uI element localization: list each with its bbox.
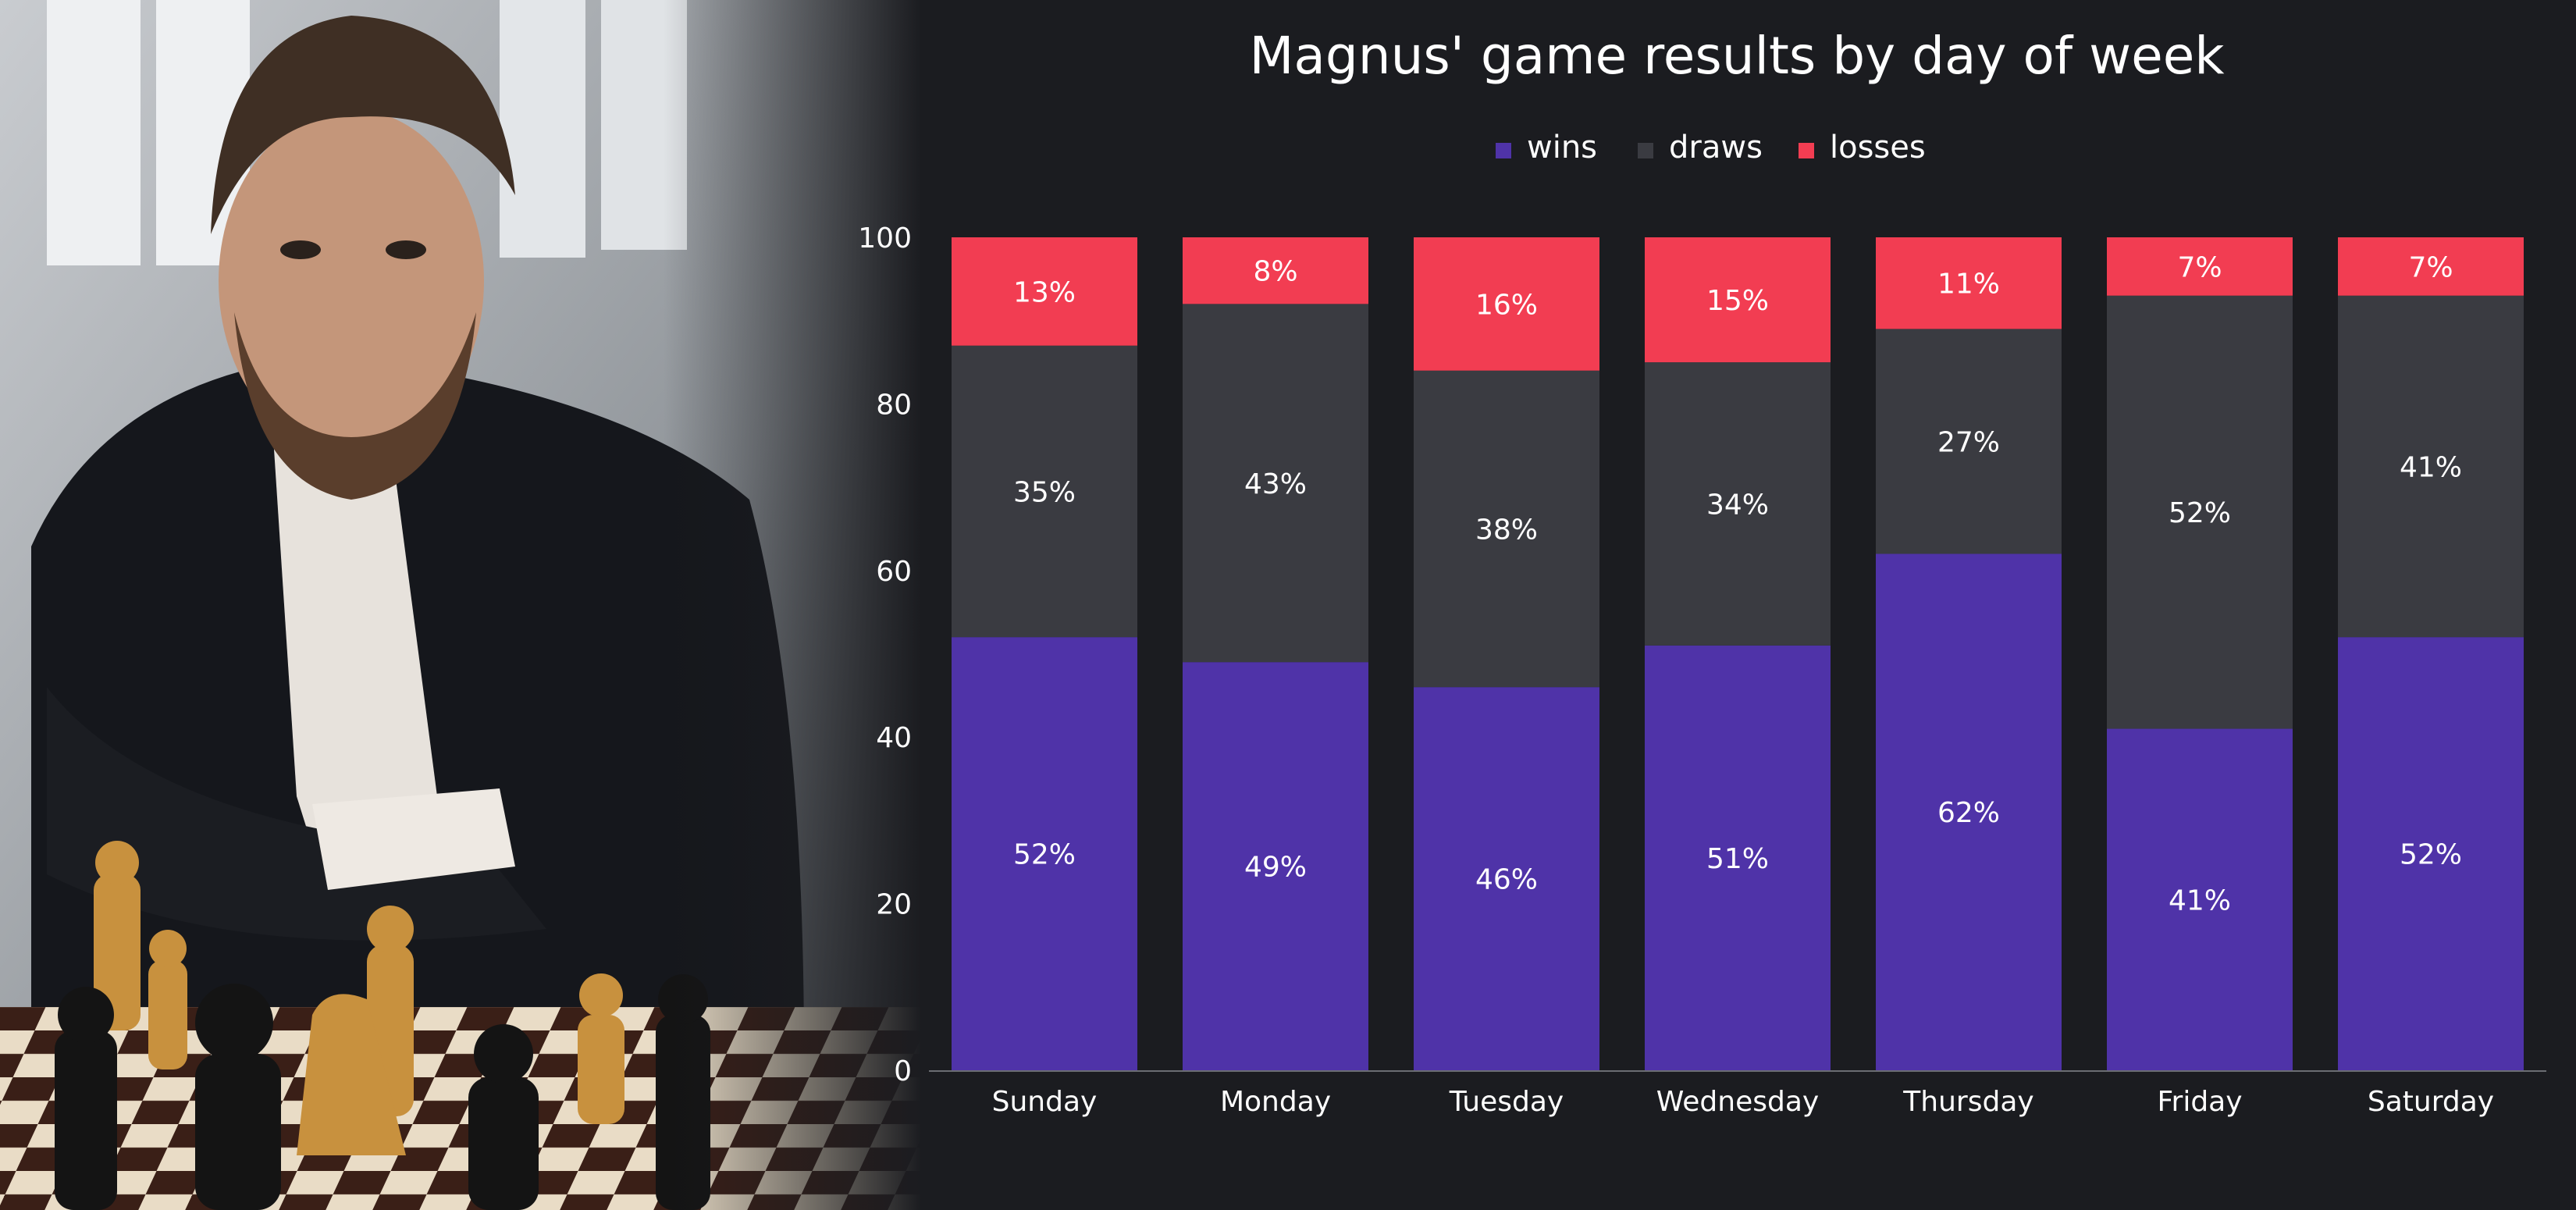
bar-segment-losses [1414,237,1599,371]
data-label-draws: 43% [1244,468,1307,500]
legend-swatch-draws [1638,143,1653,158]
bar-segment-draws [2107,295,2293,729]
data-label-losses: 15% [1706,285,1769,317]
y-tick-label: 0 [894,1055,912,1087]
data-label-losses: 7% [2177,251,2222,283]
bar-segment-wins [1876,553,2062,1070]
bar-stack-wednesday: 51% 34% 15% [1645,237,1831,1070]
data-label-wins: 51% [1706,843,1769,875]
bar-segment-wins [1183,662,1368,1070]
bar-segment-losses [1876,237,2062,329]
data-label-wins: 52% [2400,839,2462,871]
bar-segment-wins [952,637,1137,1070]
x-tick-label: Wednesday [1656,1086,1819,1118]
data-label-losses: 13% [1013,276,1076,308]
data-label-wins: 46% [1475,864,1538,896]
bar-segment-wins [1645,645,1831,1070]
bar-segment-losses [1645,237,1831,363]
data-label-losses: 16% [1475,289,1538,321]
bar-stack-sunday: 52% 35% 13% [952,237,1137,1070]
bar-segment-draws [1876,329,2062,554]
legend-swatch-losses [1799,143,1814,158]
y-tick-label: 100 [858,222,912,254]
bar-segment-losses [2338,237,2524,296]
x-tick-label: Tuesday [1449,1086,1564,1118]
data-label-draws: 38% [1475,514,1538,546]
y-tick-label: 60 [876,556,912,588]
legend-swatch-wins [1496,143,1511,158]
x-tick-label: Monday [1220,1086,1331,1118]
bar-segment-wins [2107,728,2293,1070]
bar-stack-tuesday: 46% 38% 16% [1414,237,1599,1070]
chess-player-photo [0,0,921,1210]
data-label-draws: 27% [1937,426,2000,458]
x-axis: Sunday Monday Tuesday Wednesday Thursday Frid… [929,1070,2546,1118]
bar-segment-wins [1414,687,1599,1070]
bar-segment-draws [1645,362,1831,646]
y-tick-label: 20 [876,889,912,921]
data-label-losses: 11% [1937,269,2000,301]
y-axis: 0 20 40 60 80 100 [858,222,912,1087]
data-label-losses: 8% [1253,256,1297,288]
chart-title: Magnus' game results by day of week [1249,26,2225,86]
bar-stack-monday: 49% 43% 8% [1183,237,1368,1070]
x-tick-label: Saturday [2368,1086,2494,1118]
bar-stack-saturday: 52% 41% 7% [2338,237,2524,1070]
bar-stack-thursday: 62% 27% 11% [1876,237,2062,1070]
bar-segment-losses [1183,237,1368,304]
legend: wins draws losses [1496,130,1926,165]
legend-label-wins: wins [1527,130,1597,165]
bar-segment-losses [952,237,1137,346]
legend-item-wins: wins [1496,130,1597,165]
data-label-losses: 7% [2408,251,2453,283]
legend-label-losses: losses [1830,130,1926,165]
x-tick-label: Sunday [992,1086,1098,1118]
bar-segment-draws [1414,370,1599,688]
x-tick-label: Thursday [1902,1086,2033,1118]
bar-segment-losses [2107,237,2293,296]
legend-label-draws: draws [1669,130,1763,165]
bars: 52% 35% 13% 49% 43% 8% 46% 38% 16% 51% 34% 15% 62% 27… [952,237,2524,1070]
y-tick-label: 40 [876,722,912,754]
x-tick-label: Friday [2157,1086,2242,1118]
legend-item-losses: losses [1799,130,1926,165]
data-label-draws: 34% [1706,489,1769,521]
bar-segment-draws [2338,295,2524,638]
data-label-wins: 52% [1013,839,1076,871]
bar-segment-wins [2338,637,2524,1070]
bar-segment-draws [1183,304,1368,663]
data-label-wins: 41% [2169,884,2231,916]
y-tick-label: 80 [876,389,912,421]
bar-stack-friday: 41% 52% 7% [2107,237,2293,1070]
data-label-wins: 62% [1937,797,2000,829]
bar-segment-draws [952,345,1137,638]
data-label-draws: 35% [1013,476,1076,508]
data-label-draws: 41% [2400,451,2462,483]
data-label-wins: 49% [1244,852,1307,884]
data-label-draws: 52% [2169,497,2231,529]
legend-item-draws: draws [1638,130,1763,165]
